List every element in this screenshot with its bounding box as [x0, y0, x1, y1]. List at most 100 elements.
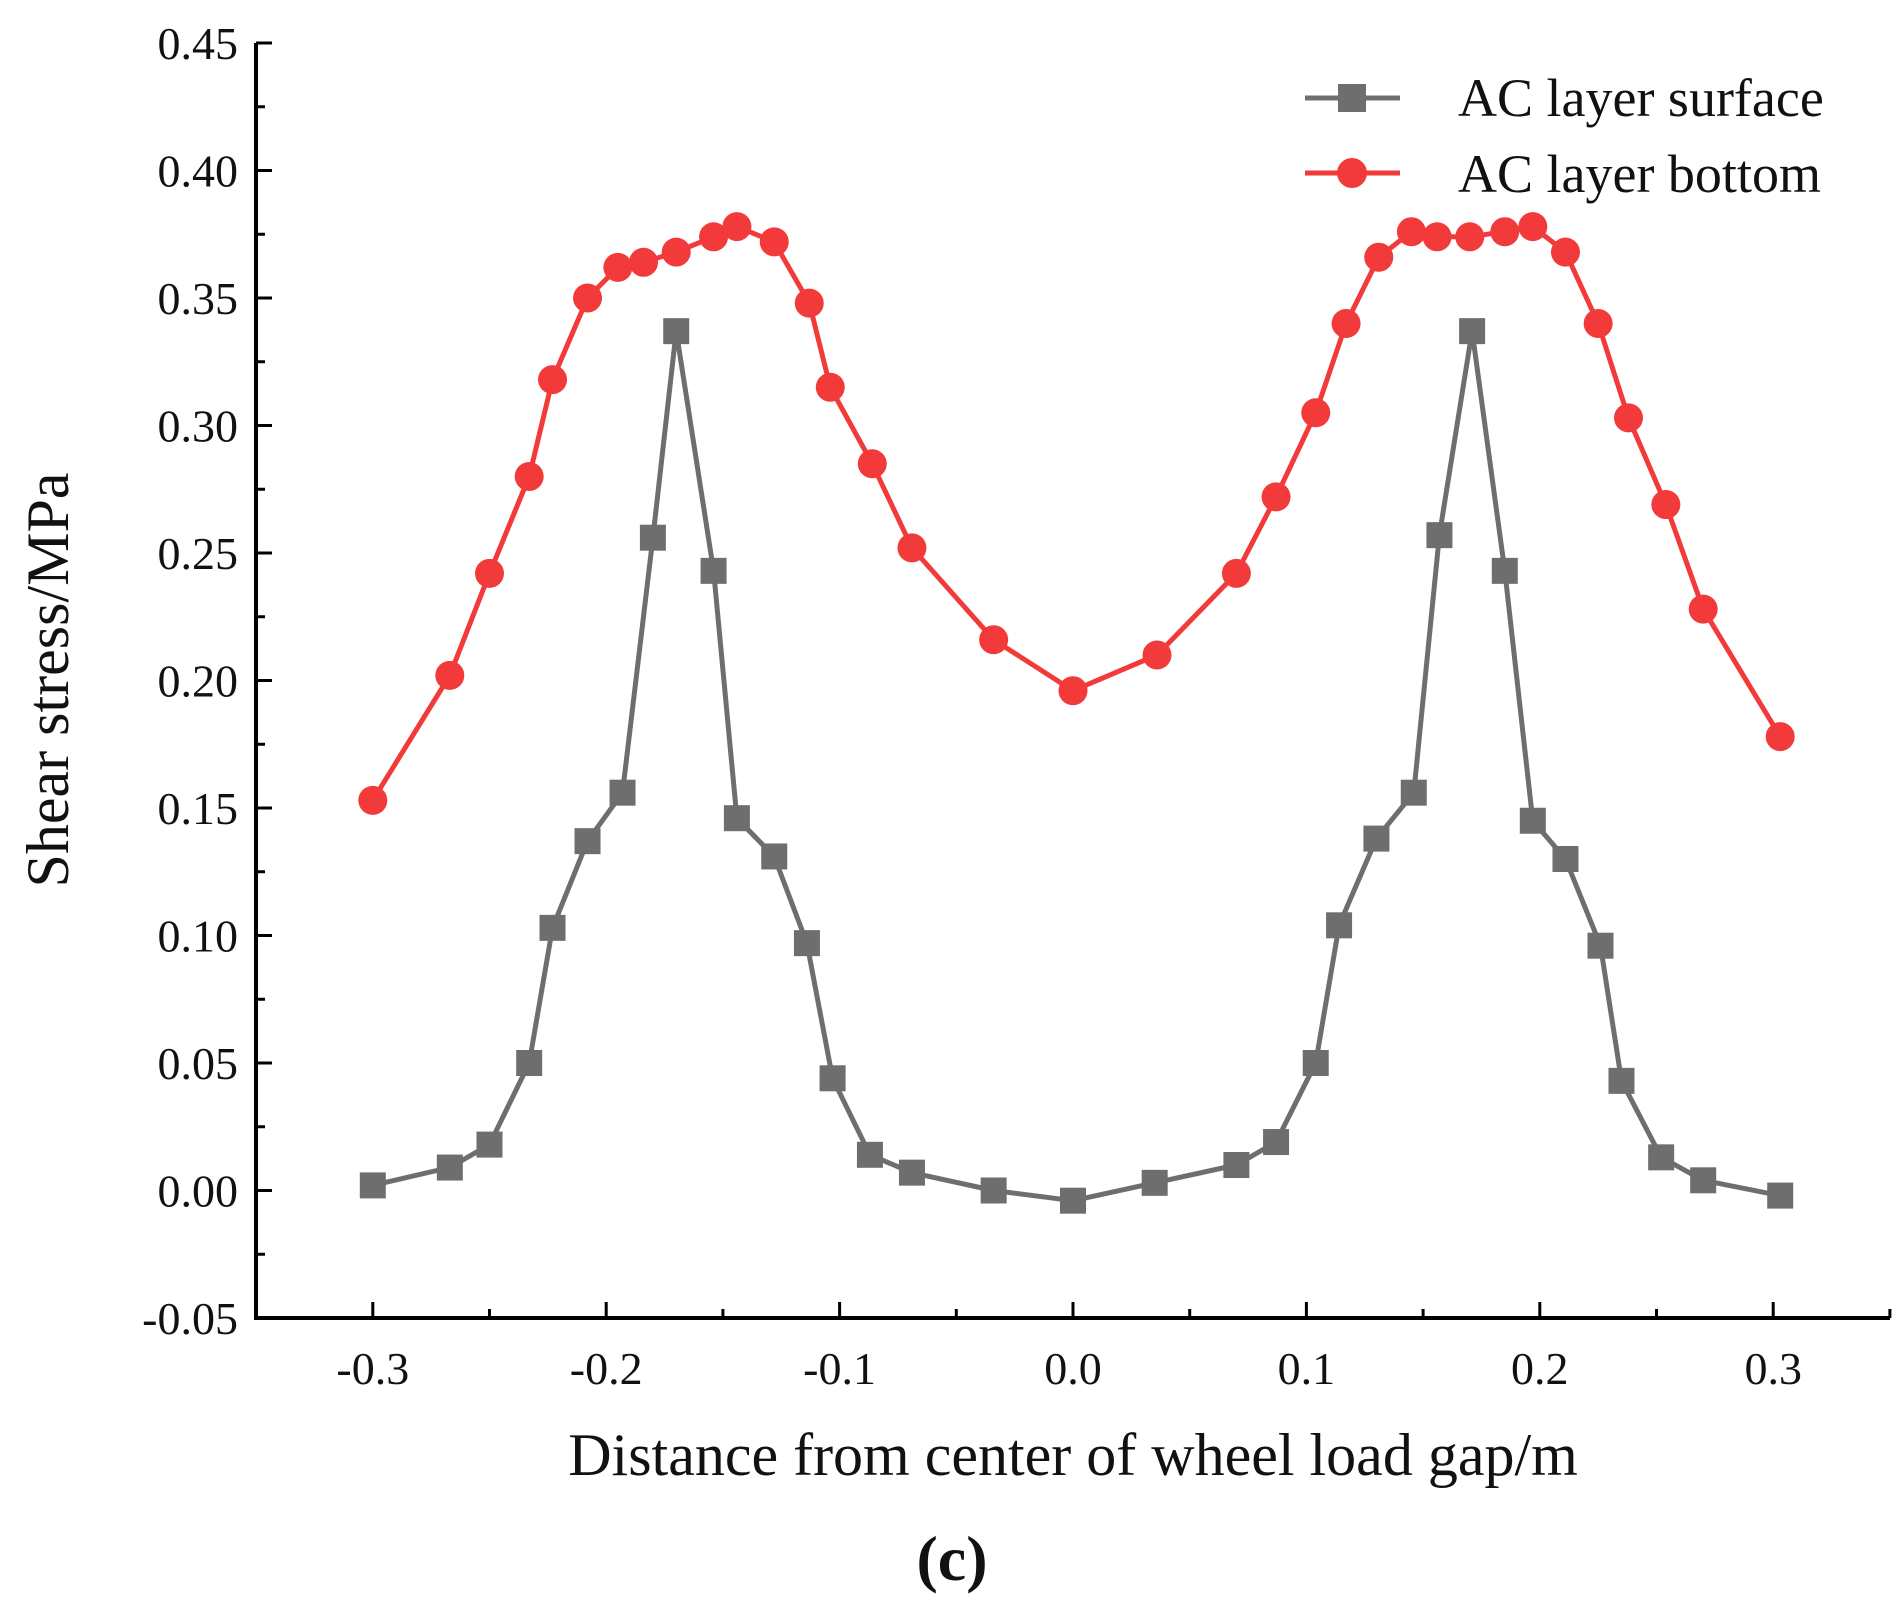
data-point-bottom	[514, 462, 544, 491]
y-tick-label: 0.20	[158, 656, 239, 707]
data-point-bottom	[1396, 217, 1426, 247]
data-point-bottom	[358, 785, 388, 815]
data-point-bottom	[815, 372, 845, 402]
data-point-surface	[898, 1159, 925, 1186]
data-point-surface	[980, 1177, 1007, 1204]
data-point-surface	[1302, 1050, 1329, 1076]
legend-label-surface: AC layer surface	[1458, 68, 1824, 128]
data-point-surface	[516, 1050, 543, 1076]
data-point-surface	[819, 1065, 846, 1092]
data-point-bottom	[897, 533, 927, 563]
data-point-surface	[1587, 932, 1614, 959]
data-point-bottom	[629, 247, 659, 277]
y-tick-label: 0.00	[158, 1166, 239, 1217]
data-point-surface	[1459, 318, 1486, 345]
data-point-surface	[1690, 1167, 1717, 1194]
data-point-bottom	[1142, 640, 1172, 670]
data-point-bottom	[1331, 309, 1361, 338]
series-layer	[358, 212, 1795, 1214]
data-point-surface	[1519, 807, 1546, 834]
data-point-surface	[1400, 779, 1427, 806]
data-point-bottom	[1221, 558, 1251, 588]
data-point-bottom	[1058, 676, 1088, 706]
legend-marker-surface	[1338, 84, 1366, 112]
data-point-surface	[476, 1131, 503, 1158]
data-point-surface	[609, 779, 636, 806]
data-point-surface	[856, 1141, 883, 1168]
data-point-surface	[574, 828, 601, 855]
data-point-bottom	[1651, 490, 1681, 520]
y-tick-label: 0.40	[158, 146, 239, 197]
y-tick-label: 0.35	[158, 273, 239, 324]
x-tick-label: 0.3	[1744, 1343, 1802, 1394]
data-point-bottom	[722, 212, 752, 242]
x-tick-label: -0.2	[570, 1343, 643, 1394]
data-point-surface	[1263, 1129, 1290, 1156]
data-point-surface	[639, 524, 666, 551]
data-point-bottom	[538, 365, 568, 395]
data-point-bottom	[1765, 722, 1795, 752]
data-point-surface	[1552, 846, 1579, 872]
data-point-bottom	[1688, 594, 1718, 624]
x-axis-title: Distance from center of wheel load gap/m	[568, 1422, 1578, 1488]
x-ticks: -0.3 -0.2 -0.1 0.0 0.1 0.2 0.3	[254, 1302, 1892, 1394]
y-tick-label: 0.10	[158, 911, 239, 962]
data-point-bottom	[1455, 222, 1485, 252]
x-tick-label: -0.3	[336, 1343, 409, 1394]
x-tick-label: 0.0	[1044, 1343, 1102, 1394]
data-point-bottom	[699, 222, 729, 252]
data-point-surface	[1491, 557, 1518, 584]
data-point-bottom	[435, 660, 465, 690]
y-tick-label: 0.15	[158, 783, 239, 834]
data-point-surface	[761, 843, 788, 870]
series-line-surface	[372, 328, 1781, 1204]
data-point-bottom	[1364, 242, 1394, 272]
data-point-surface	[1326, 912, 1353, 939]
data-point-surface	[663, 318, 690, 345]
y-tick-label: 0.45	[158, 18, 239, 69]
legend: AC layer surface AC layer bottom	[1305, 68, 1824, 204]
data-point-surface	[723, 805, 750, 832]
y-tick-label: 0.05	[158, 1038, 239, 1089]
data-point-surface	[359, 1172, 386, 1199]
y-axis-title: Shear stress/MPa	[15, 473, 81, 888]
y-ticks: -0.05 0.00 0.05 0.10 0.15 0.20 0.25 0.30 0.35 0.4…	[142, 18, 272, 1344]
legend-entry-surface: AC layer surface	[1305, 68, 1824, 128]
x-tick-label: -0.1	[803, 1343, 876, 1394]
data-point-surface	[1648, 1144, 1675, 1171]
data-point-bottom	[857, 449, 887, 479]
data-point-bottom	[1583, 309, 1613, 338]
data-point-surface	[436, 1154, 463, 1181]
x-tick-label: 0.2	[1511, 1343, 1569, 1394]
data-point-bottom	[573, 283, 603, 313]
data-point-bottom	[759, 227, 789, 257]
data-point-bottom	[661, 237, 691, 267]
y-tick-label: -0.05	[142, 1293, 238, 1344]
panel-label: (c)	[916, 1523, 987, 1594]
data-point-surface	[793, 930, 820, 957]
data-point-surface	[1223, 1152, 1250, 1178]
data-point-bottom	[475, 558, 504, 588]
data-point-surface	[1060, 1187, 1086, 1214]
y-tick-label: 0.25	[158, 528, 239, 579]
data-point-surface	[539, 914, 566, 941]
y-tick-label: 0.30	[158, 401, 239, 452]
data-point-bottom	[1613, 403, 1643, 433]
data-point-surface	[1767, 1182, 1794, 1209]
data-point-surface	[1141, 1169, 1168, 1196]
data-point-surface	[1363, 825, 1390, 852]
data-point-bottom	[794, 288, 824, 318]
series-line-bottom	[370, 224, 1783, 802]
legend-marker-bottom	[1337, 158, 1367, 188]
data-point-surface	[1608, 1067, 1635, 1094]
data-point-bottom	[1301, 398, 1331, 428]
data-point-bottom	[1422, 222, 1452, 252]
legend-entry-bottom: AC layer bottom	[1305, 144, 1821, 204]
data-point-bottom	[1261, 482, 1291, 512]
data-point-surface	[1426, 522, 1453, 549]
data-point-bottom	[603, 252, 633, 282]
data-point-bottom	[979, 625, 1009, 655]
data-point-bottom	[1490, 217, 1520, 247]
legend-label-bottom: AC layer bottom	[1458, 144, 1821, 204]
